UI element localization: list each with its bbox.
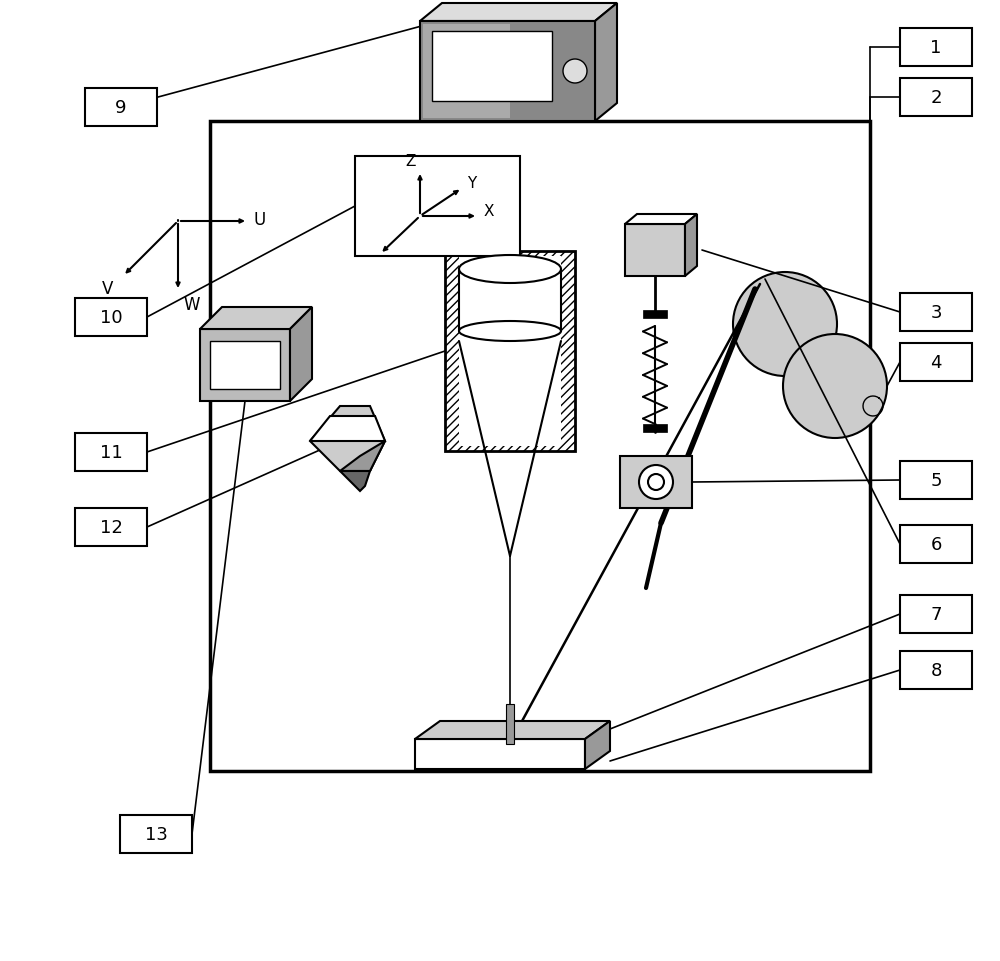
Bar xyxy=(506,704,514,744)
Ellipse shape xyxy=(459,322,561,342)
Text: 13: 13 xyxy=(145,825,167,843)
Text: 5: 5 xyxy=(930,472,942,489)
Bar xyxy=(423,25,510,119)
Bar xyxy=(120,815,192,853)
Polygon shape xyxy=(595,4,617,122)
Bar xyxy=(75,433,147,472)
Bar xyxy=(432,32,552,102)
Text: 1: 1 xyxy=(930,39,942,57)
Circle shape xyxy=(648,475,664,490)
Text: W: W xyxy=(184,296,200,313)
Text: 9: 9 xyxy=(115,99,127,117)
Text: 2: 2 xyxy=(930,89,942,107)
Ellipse shape xyxy=(459,256,561,283)
Bar xyxy=(210,342,280,389)
Text: V: V xyxy=(102,280,114,298)
Polygon shape xyxy=(290,308,312,402)
Bar xyxy=(900,29,972,67)
Text: 7: 7 xyxy=(930,605,942,624)
Polygon shape xyxy=(415,722,610,739)
Text: 12: 12 xyxy=(100,519,122,536)
Polygon shape xyxy=(310,407,385,472)
Bar xyxy=(85,89,157,127)
Bar xyxy=(900,344,972,382)
Bar xyxy=(420,22,595,122)
Bar xyxy=(459,257,561,447)
Bar xyxy=(900,652,972,689)
Text: X: X xyxy=(484,205,494,219)
Bar xyxy=(900,79,972,117)
Text: 3: 3 xyxy=(930,304,942,322)
Polygon shape xyxy=(340,441,385,472)
Bar xyxy=(900,461,972,500)
Polygon shape xyxy=(415,739,585,769)
Text: 10: 10 xyxy=(100,308,122,327)
Bar xyxy=(900,526,972,563)
Circle shape xyxy=(733,273,837,377)
Bar xyxy=(620,456,692,508)
Polygon shape xyxy=(200,330,290,402)
Bar xyxy=(900,294,972,332)
Text: 4: 4 xyxy=(930,354,942,372)
Text: 11: 11 xyxy=(100,444,122,461)
Polygon shape xyxy=(585,722,610,769)
Bar xyxy=(355,157,520,257)
Bar xyxy=(900,596,972,633)
Text: U: U xyxy=(254,210,266,229)
Circle shape xyxy=(783,334,887,438)
Bar xyxy=(75,299,147,336)
Bar xyxy=(75,508,147,547)
Text: Y: Y xyxy=(467,176,477,191)
Bar xyxy=(643,425,667,432)
Polygon shape xyxy=(200,308,312,330)
Polygon shape xyxy=(420,4,617,22)
Text: 8: 8 xyxy=(930,661,942,679)
Polygon shape xyxy=(340,472,370,491)
Bar xyxy=(643,310,667,319)
Bar xyxy=(210,122,870,771)
Polygon shape xyxy=(310,416,385,441)
Text: 6: 6 xyxy=(930,535,942,554)
Polygon shape xyxy=(685,214,697,277)
Bar xyxy=(625,225,685,277)
Text: Z: Z xyxy=(406,154,416,168)
Circle shape xyxy=(563,60,587,84)
Bar xyxy=(445,252,575,452)
Polygon shape xyxy=(625,214,697,225)
Circle shape xyxy=(639,465,673,500)
